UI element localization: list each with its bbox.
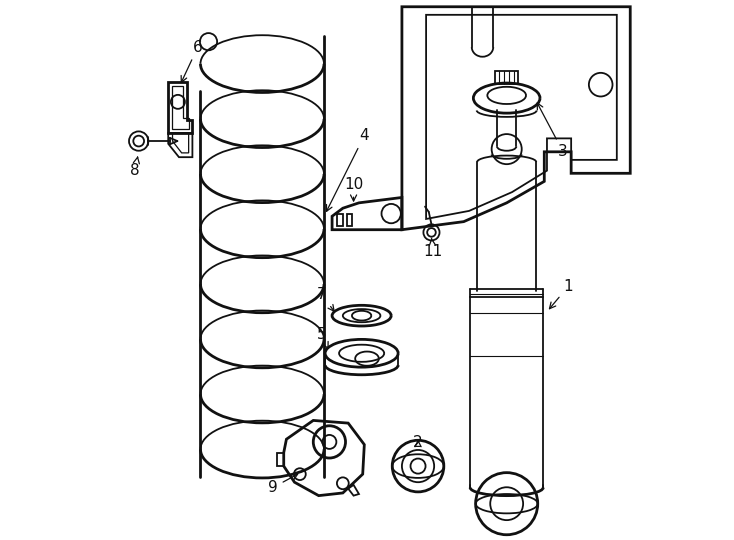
Text: 2: 2 <box>413 435 423 450</box>
Text: 7: 7 <box>316 287 334 311</box>
Text: 1: 1 <box>550 279 573 309</box>
Text: 4: 4 <box>327 128 369 211</box>
Text: 3: 3 <box>537 103 568 159</box>
Text: 9: 9 <box>268 474 298 495</box>
Text: 10: 10 <box>344 177 363 201</box>
Text: 8: 8 <box>130 157 139 178</box>
Text: 11: 11 <box>424 238 443 259</box>
Text: 5: 5 <box>316 327 328 348</box>
Text: 6: 6 <box>181 39 203 82</box>
